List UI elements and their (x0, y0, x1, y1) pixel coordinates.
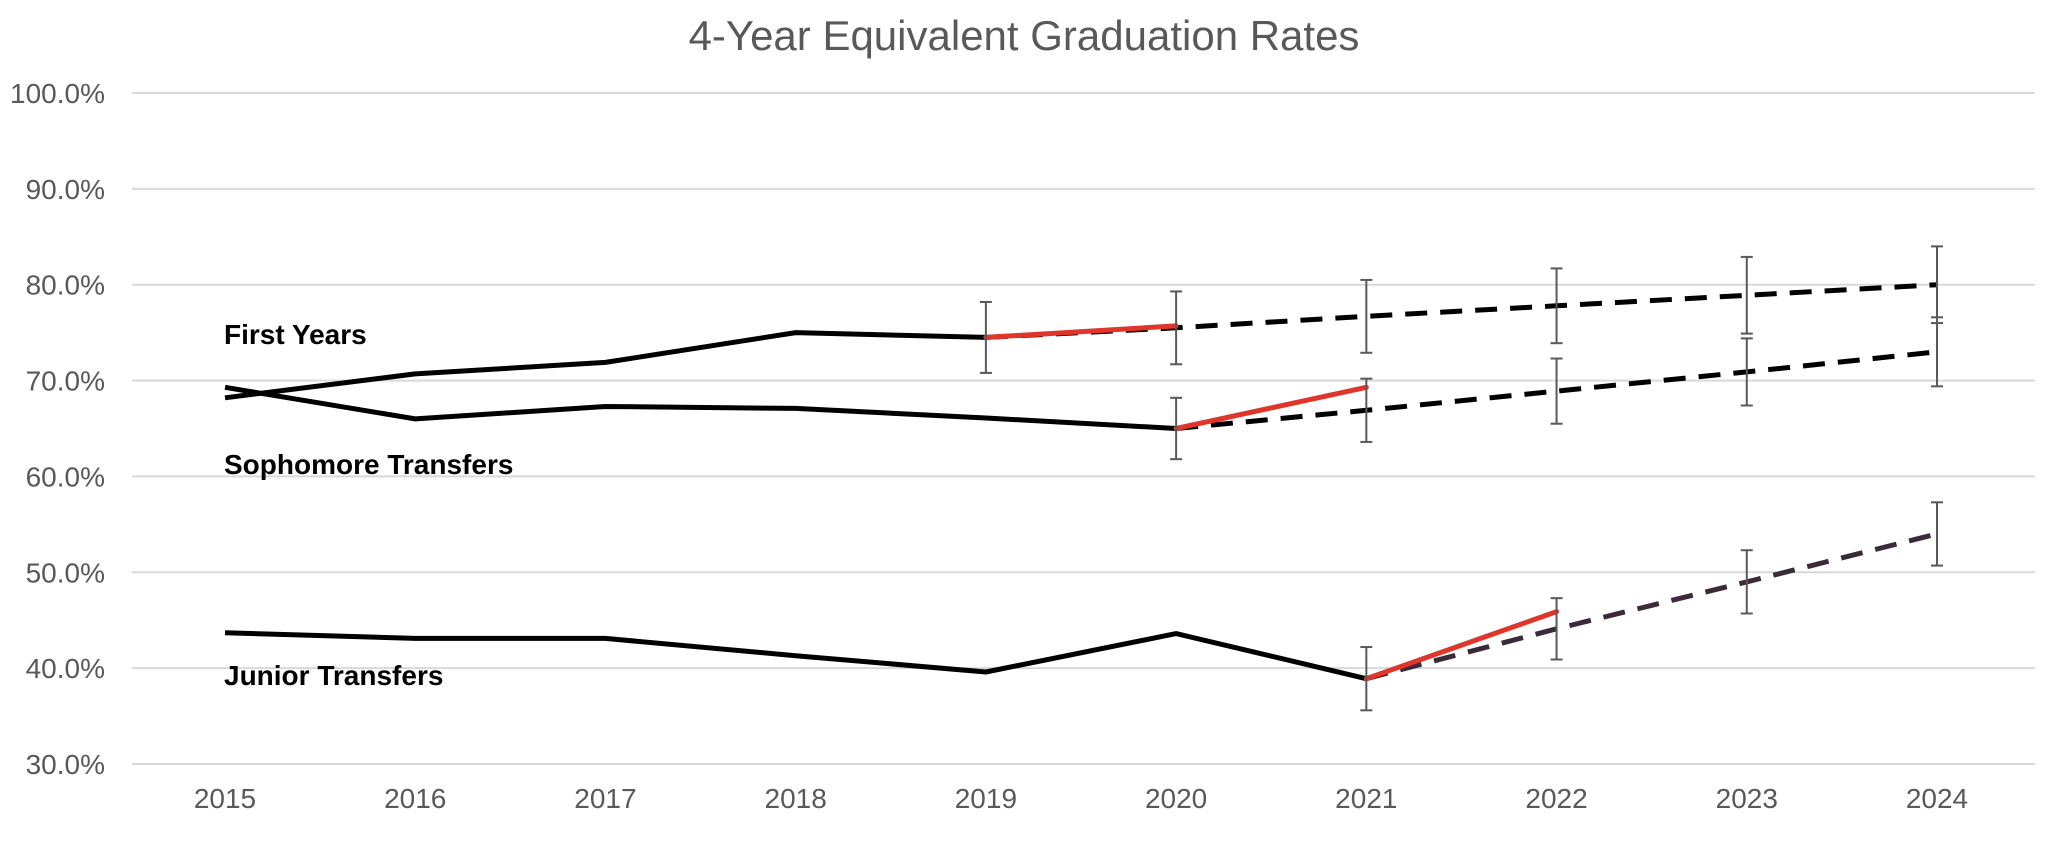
error-bar-first-years (1170, 290, 1183, 366)
y-tick-label: 30.0% (26, 749, 105, 780)
x-axis-tick-labels: 2015 2016 2017 2018 2019 2020 2021 2022 2023 2024 (194, 783, 1968, 814)
x-tick-label: 2016 (384, 783, 446, 814)
recent-segment-junior-transfers (1363, 609, 1560, 682)
grid-lines (132, 92, 2035, 765)
x-tick-label: 2017 (574, 783, 636, 814)
projection-line-sophomore-transfers (1175, 349, 1938, 431)
error-bar-junior-transfers (1550, 597, 1563, 661)
y-tick-label: 70.0% (26, 366, 105, 397)
error-bar-sophomore-transfers (1740, 337, 1753, 407)
recent-segment-sophomore-transfers (1173, 384, 1369, 431)
error-bar-sophomore-transfers (1360, 377, 1373, 443)
x-tick-label: 2022 (1525, 783, 1587, 814)
series-labels: First Years Sophomore Transfers Junior T… (224, 319, 513, 691)
recent-segment-first-years (983, 323, 1179, 340)
chart-title: 4-Year Equivalent Graduation Rates (689, 12, 1360, 59)
series-line-first-years (224, 330, 986, 401)
series-line-sophomore-transfers (224, 384, 1177, 431)
x-tick-label: 2023 (1716, 783, 1778, 814)
series-label-junior-transfers: Junior Transfers (224, 660, 443, 691)
x-tick-label: 2021 (1335, 783, 1397, 814)
y-tick-label: 100.0% (10, 78, 105, 109)
y-tick-label: 40.0% (26, 653, 105, 684)
y-tick-label: 80.0% (26, 270, 105, 301)
error-bar-first-years (1550, 267, 1563, 345)
error-bar-first-years (1360, 278, 1373, 354)
series-label-first-years: First Years (224, 319, 367, 350)
error-bar-junior-transfers (1360, 646, 1373, 712)
y-tick-label: 50.0% (26, 557, 105, 588)
x-tick-label: 2015 (194, 783, 256, 814)
series-label-sophomore-transfers: Sophomore Transfers (224, 449, 513, 480)
error-bar-junior-transfers (1740, 549, 1753, 615)
error-bar-junior-transfers (1931, 501, 1943, 567)
x-tick-label: 2018 (765, 783, 827, 814)
x-tick-label: 2019 (955, 783, 1017, 814)
x-tick-label: 2020 (1145, 783, 1207, 814)
error-bar-sophomore-transfers (1550, 357, 1563, 425)
projection-line-junior-transfers (1365, 531, 1938, 682)
y-tick-label: 90.0% (26, 174, 105, 205)
x-tick-label: 2024 (1906, 783, 1968, 814)
y-axis-tick-labels: 30.0% 40.0% 50.0% 60.0% 70.0% 80.0% 90.0% 100.0… (10, 78, 105, 780)
series-line-junior-transfers (224, 630, 1367, 682)
error-bar-sophomore-transfers (1170, 396, 1183, 461)
error-bars (979, 245, 1943, 712)
series-lines (224, 282, 1938, 682)
error-bar-sophomore-transfers (1931, 316, 1943, 388)
y-tick-label: 60.0% (26, 461, 105, 492)
error-bar-first-years (1740, 255, 1753, 335)
error-bar-first-years (979, 300, 992, 374)
